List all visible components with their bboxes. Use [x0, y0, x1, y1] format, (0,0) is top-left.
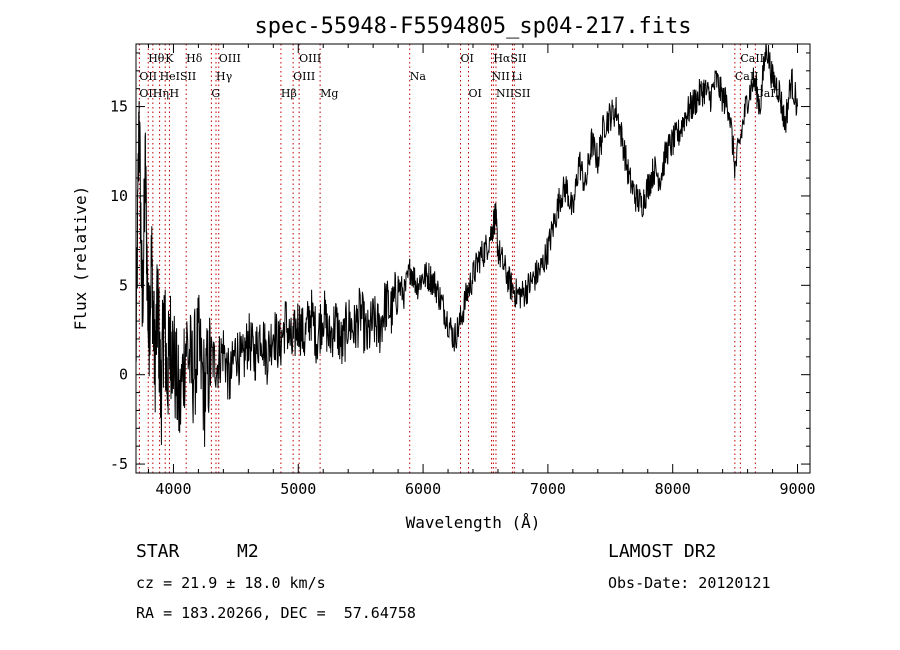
line-label-4: OIII: [299, 52, 321, 65]
x-tick-label-4: 8000: [655, 480, 691, 498]
line-label-7: CaII: [740, 52, 764, 65]
line-label-20: Hβ: [281, 87, 297, 100]
line-label-10: Hγ: [216, 70, 233, 83]
line-label-17: Hη: [153, 87, 169, 100]
axis-ticks: 4000 5000 6000 7000 8000 9000 -5 0 5 10 15: [110, 44, 816, 498]
survey-name: LAMOST DR2: [608, 541, 717, 562]
y-tick-label-4: 15: [110, 98, 128, 116]
x-tick-label-5: 9000: [779, 480, 815, 498]
x-tick-label-2: 6000: [405, 480, 441, 498]
x-tick-label-3: 7000: [530, 480, 566, 498]
plot-frame: [135, 43, 811, 474]
spectrum-line: [135, 43, 798, 447]
line-label-14: Li: [511, 70, 522, 83]
x-tick-label-0: 4000: [155, 480, 191, 498]
y-tick-label-2: 5: [119, 276, 128, 294]
spectrum-series: [135, 43, 798, 447]
object-class: STAR: [136, 541, 180, 562]
line-label-6: HαSII: [493, 52, 526, 65]
line-label-22: OI: [469, 87, 482, 100]
y-tick-label-3: 10: [110, 187, 128, 205]
x-tick-label-1: 5000: [280, 480, 316, 498]
observation-date: Obs-Date: 20120121: [608, 574, 771, 592]
y-tick-label-0: -5: [110, 455, 128, 473]
line-label-2: Hδ: [186, 52, 203, 65]
line-label-1: K: [165, 52, 174, 65]
line-labels: Hθ K Hδ OIII OIII OI HαSII CaII OII HeISII Hγ OIII N…: [139, 52, 779, 100]
line-label-8: OII: [139, 70, 157, 83]
line-label-11: OIII: [293, 70, 315, 83]
line-markers: [138, 44, 756, 473]
line-label-12: Na: [410, 70, 427, 83]
chart-title: spec-55948-F5594805_sp04-217.fits: [254, 14, 691, 39]
line-label-13: NII: [491, 70, 509, 83]
y-tick-label-1: 0: [119, 366, 128, 384]
line-label-23: NIISII: [496, 87, 531, 100]
redshift-cz: cz = 21.9 ± 18.0 km/s: [136, 574, 326, 592]
line-label-0: Hθ: [148, 52, 165, 65]
line-label-3: OIII: [219, 52, 241, 65]
line-label-19: G: [211, 87, 220, 100]
coordinates: RA = 183.20266, DEC = 57.64758: [136, 604, 416, 622]
object-subclass: M2: [237, 541, 259, 562]
line-label-5: OI: [461, 52, 474, 65]
line-label-9: HeISII: [160, 70, 197, 83]
line-label-21: Mg: [320, 87, 338, 100]
line-label-16: OII: [139, 87, 157, 100]
y-axis-label: Flux (relative): [71, 186, 90, 331]
x-axis-label: Wavelength (Å): [406, 513, 541, 532]
line-label-18: H: [169, 87, 179, 100]
